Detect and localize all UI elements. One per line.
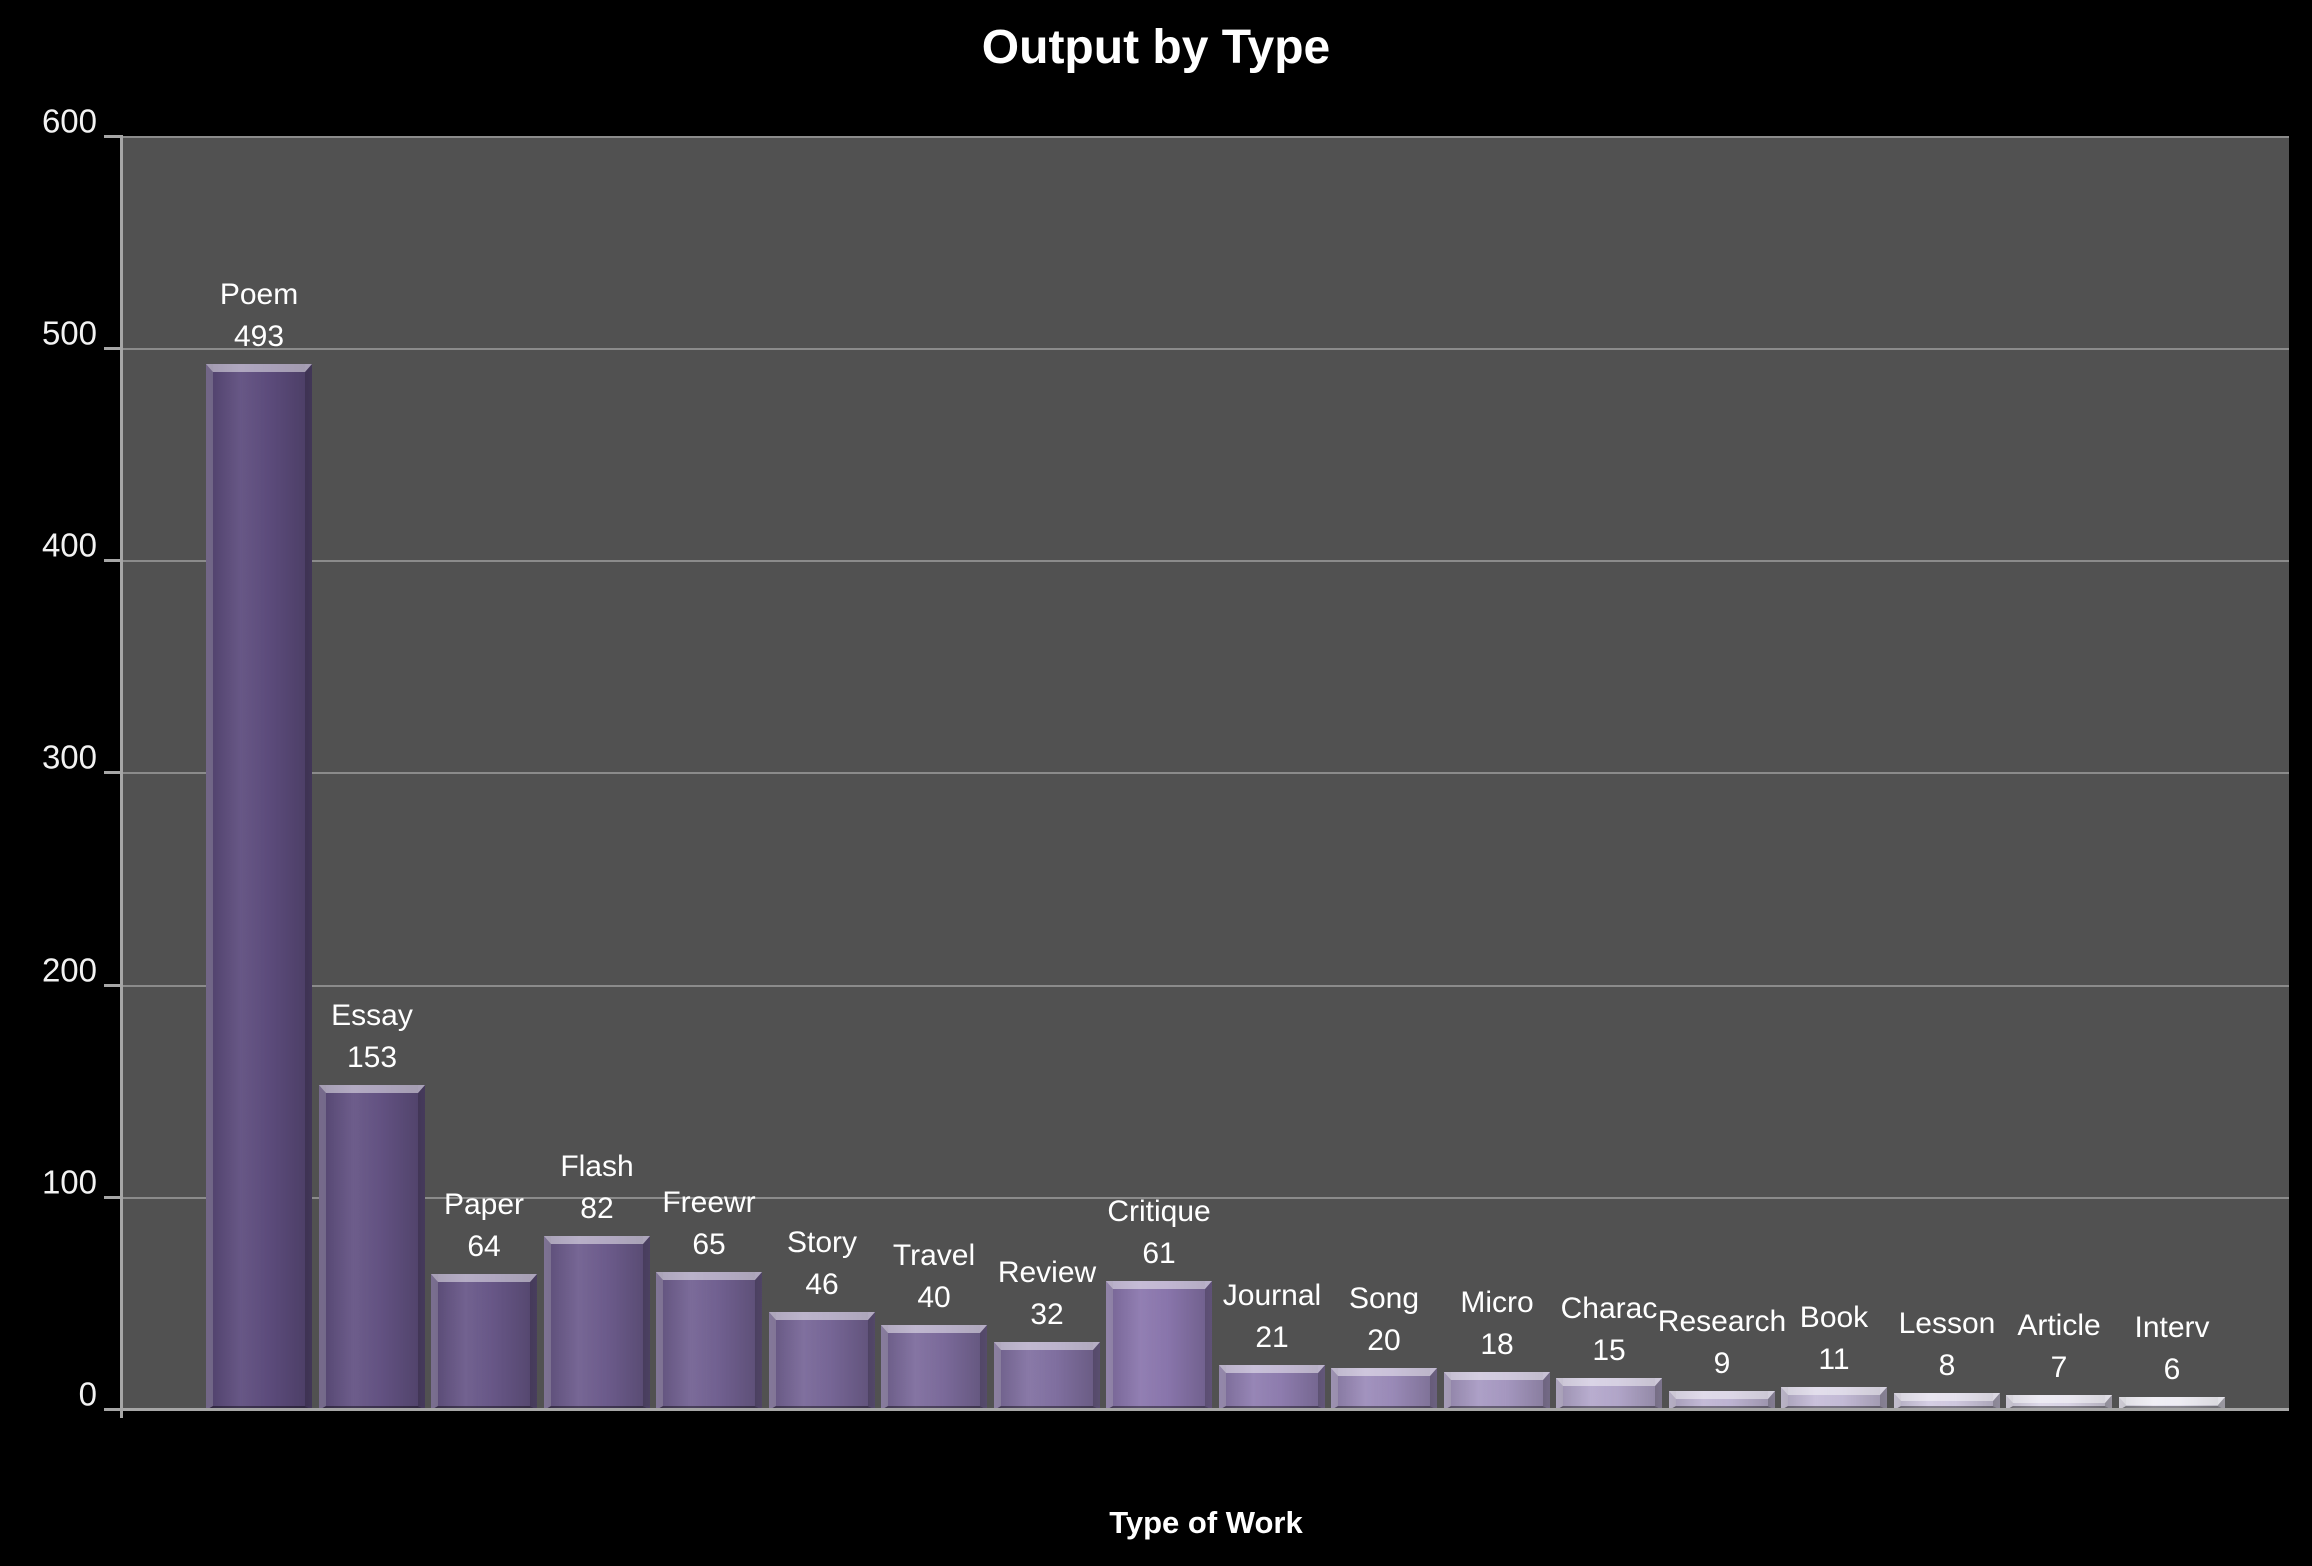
bar-label-value: 18 [1480, 1328, 1514, 1361]
y-tick-500 [104, 347, 120, 350]
bar-label-charac: Charac 15 [1561, 1288, 1658, 1372]
bar-label-category: Charac [1560, 1292, 1658, 1325]
bar-label-category: Freewr [662, 1186, 756, 1219]
y-tick-label-400: 400 [41, 526, 97, 564]
bar-label-journal: Journal 21 [1223, 1275, 1321, 1359]
bar-label-category: Essay [331, 999, 413, 1032]
y-tick-label-500: 500 [41, 314, 97, 352]
bar-journal: Journal 21 [1219, 1279, 1325, 1410]
bar-label-research: Research 9 [1658, 1301, 1786, 1385]
bar-paper: Paper 64 [431, 1188, 537, 1410]
y-tick-0 [104, 1408, 120, 1411]
bar-label-story: Story 46 [787, 1222, 857, 1306]
bar-label-value: 8 [1938, 1349, 1956, 1382]
bar-critique: Critique 61 [1106, 1195, 1212, 1410]
bar-label-category: Research [1657, 1305, 1787, 1338]
gridline-200 [123, 985, 2289, 987]
bar-label-essay: Essay 153 [331, 995, 413, 1079]
bar-review: Review 32 [994, 1256, 1100, 1410]
bar-research: Research 9 [1658, 1305, 1786, 1410]
bar-song: Song 20 [1331, 1282, 1437, 1410]
y-tick-label-100: 100 [41, 1163, 97, 1201]
bar-label-value: 82 [580, 1192, 614, 1225]
bar-travel: Travel 40 [881, 1239, 987, 1410]
bar-label-value: 153 [346, 1041, 398, 1074]
bar-label-value: 6 [2163, 1353, 2181, 1386]
bar-label-review: Review 32 [998, 1252, 1096, 1336]
bar-poem: Poem 493 [206, 278, 312, 1410]
gridline-300 [123, 772, 2289, 774]
bar-label-category: Critique [1107, 1195, 1211, 1228]
gridline-600 [123, 136, 2289, 138]
y-tick-label-300: 300 [41, 738, 97, 776]
bar-label-value: 64 [467, 1230, 501, 1263]
bar-label-travel: Travel 40 [893, 1235, 975, 1319]
y-tick-400 [104, 559, 120, 562]
y-axis-line [120, 135, 123, 1418]
bar-label-book: Book 11 [1800, 1297, 1868, 1381]
y-tick-label-200: 200 [41, 951, 97, 989]
bar-label-article: Article 7 [2017, 1305, 2100, 1389]
bar-label-value: 11 [1818, 1343, 1850, 1376]
y-tick-100 [104, 1196, 120, 1199]
bar-label-paper: Paper 64 [444, 1184, 524, 1268]
bar-label-value: 15 [1592, 1334, 1626, 1367]
bar-label-category: Lesson [1898, 1307, 1996, 1340]
bar-label-category: Book [1799, 1301, 1869, 1334]
bar-label-interv: Interv 6 [2134, 1307, 2209, 1391]
bar-article: Article 7 [2006, 1309, 2112, 1410]
bar-label-value: 32 [1030, 1298, 1064, 1331]
bar-label-flash: Flash 82 [560, 1146, 633, 1230]
bar-story: Story 46 [769, 1226, 875, 1410]
x-axis-title: Type of Work [1109, 1505, 1303, 1540]
bar-label-value: 21 [1255, 1321, 1289, 1354]
bar-label-category: Article [2017, 1309, 2101, 1342]
bar-label-lesson: Lesson 8 [1899, 1303, 1996, 1387]
bar-label-category: Review [997, 1256, 1097, 1289]
gridline-500 [123, 348, 2289, 350]
bar-label-category: Story [786, 1226, 858, 1259]
gridline-100 [123, 1197, 2289, 1199]
bar-label-value: 20 [1367, 1324, 1401, 1357]
y-tick-200 [104, 984, 120, 987]
y-tick-300 [104, 771, 120, 774]
chart-title: Output by Type [981, 21, 1331, 74]
bar-lesson: Lesson 8 [1894, 1307, 2000, 1410]
bar-label-category: Interv [2134, 1311, 2210, 1344]
y-tick-label-600: 600 [41, 102, 97, 140]
bar-book: Book 11 [1781, 1301, 1887, 1410]
bar-charac: Charac 15 [1556, 1292, 1662, 1410]
bar-flash: Flash 82 [544, 1150, 650, 1410]
bar-label-value: 65 [692, 1228, 726, 1261]
bar-label-category: Journal [1222, 1279, 1322, 1312]
bar-label-value: 493 [233, 320, 285, 353]
bar-label-category: Travel [892, 1239, 976, 1272]
bar-label-critique: Critique 61 [1107, 1191, 1210, 1275]
bar-label-value: 46 [805, 1268, 839, 1301]
bar-label-category: Paper [443, 1188, 525, 1221]
plot-area: 0 100 200 300 400 500 600 Poem 493 Essay 153 Paper… [42, 105, 2289, 1418]
bar-label-freewr: Freewr 65 [662, 1182, 755, 1266]
bar-label-poem: Poem 493 [220, 274, 298, 358]
x-axis-line [120, 1408, 2289, 1411]
bar-label-micro: Micro 18 [1460, 1282, 1533, 1366]
bar-essay: Essay 153 [319, 999, 425, 1410]
gridline-400 [123, 560, 2289, 562]
bar-label-value: 7 [2050, 1351, 2068, 1384]
bar-freewr: Freewr 65 [656, 1186, 762, 1410]
y-tick-600 [104, 135, 120, 138]
bar-label-value: 9 [1713, 1347, 1731, 1380]
bar-label-value: 61 [1142, 1237, 1176, 1270]
bar-label-category: Flash [560, 1150, 634, 1183]
bar-label-category: Song [1348, 1282, 1420, 1315]
bar-label-category: Micro [1460, 1286, 1534, 1319]
bar-label-value: 40 [917, 1281, 951, 1314]
bar-label-category: Poem [219, 278, 299, 311]
y-tick-label-0: 0 [78, 1375, 97, 1413]
bar-label-song: Song 20 [1349, 1278, 1419, 1362]
bar-micro: Micro 18 [1444, 1286, 1550, 1410]
